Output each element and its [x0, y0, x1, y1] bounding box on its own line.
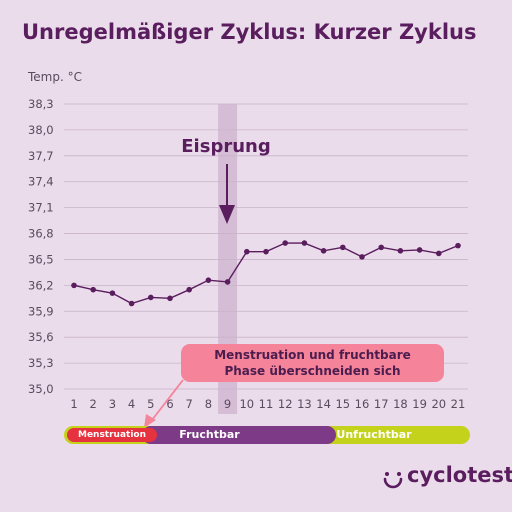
x-tick-label: 20 — [431, 397, 446, 411]
x-tick-label: 1 — [70, 397, 77, 411]
y-tick-label: 38,3 — [28, 97, 54, 111]
callout-pointer-shaft — [151, 379, 184, 421]
y-tick-label: 36,5 — [28, 252, 54, 266]
y-tick-label: 35,6 — [28, 330, 54, 344]
x-tick-label: 13 — [297, 397, 312, 411]
x-tick-label: 10 — [239, 397, 254, 411]
y-tick-label: 36,8 — [28, 227, 54, 241]
x-tick-label: 8 — [205, 397, 212, 411]
chart-title: Unregelmäßiger Zyklus: Kurzer Zyklus — [22, 20, 477, 44]
brand-name: cyclotest — [407, 463, 512, 487]
data-point — [186, 286, 192, 293]
data-point — [148, 294, 154, 301]
y-tick-label: 37,7 — [28, 149, 54, 163]
data-point — [378, 244, 385, 251]
x-tick-label: 18 — [393, 397, 408, 411]
x-tick-label: 9 — [224, 397, 231, 411]
data-point — [416, 247, 423, 253]
x-tick-label: 19 — [412, 397, 427, 411]
phase-bar: Unfruchtbar Fruchtbar Menstruation — [64, 426, 470, 444]
data-point — [128, 300, 135, 307]
y-tick-label: 36,2 — [28, 278, 54, 292]
x-tick-label: 15 — [335, 397, 350, 411]
overlap-callout: Menstruation und fruchtbare Phase übersc… — [181, 344, 444, 382]
x-tick-label: 14 — [316, 397, 331, 411]
data-point — [71, 282, 77, 289]
x-tick-label: 12 — [278, 397, 293, 411]
x-tick-label: 16 — [355, 397, 370, 411]
x-tick-label: 6 — [166, 397, 173, 411]
data-point — [436, 250, 442, 257]
x-tick-label: 2 — [90, 397, 97, 411]
brand-logo: cyclotest — [381, 463, 512, 489]
x-tick-labels: 1 2 3 4 5 6 7 8 9 10 11 12 13 14 15 16 17 18 19 20 21 — [70, 397, 465, 411]
y-tick-labels: 38,3 38,0 37,7 37,4 37,1 36,8 36,5 36,2 35,9 35,6… — [28, 97, 54, 396]
y-tick-label: 35,3 — [28, 356, 54, 370]
phase-fruchtbar: Fruchtbar — [142, 426, 336, 444]
data-point — [90, 286, 96, 293]
callout-pointer-head — [144, 414, 156, 428]
y-axis-label: Temp. °C — [28, 70, 82, 84]
data-point — [455, 242, 461, 249]
data-point — [397, 248, 404, 254]
data-point — [244, 248, 250, 255]
callout-text: Menstruation und fruchtbare Phase übersc… — [214, 348, 411, 378]
data-point — [205, 277, 212, 283]
data-point — [263, 248, 269, 255]
data-point — [340, 244, 346, 251]
phase-fruchtbar-label: Fruchtbar — [179, 428, 240, 441]
cyclotest-logo-icon — [383, 472, 403, 489]
ovulation-arrow-head — [219, 205, 235, 224]
phase-menstruation: Menstruation — [67, 428, 157, 442]
y-tick-label: 37,4 — [28, 175, 54, 189]
x-tick-label: 5 — [147, 397, 154, 411]
data-point — [167, 295, 173, 302]
data-point — [359, 254, 365, 260]
x-tick-label: 7 — [186, 397, 193, 411]
data-point — [320, 248, 327, 254]
phase-unfruchtbar-label: Unfruchtbar — [336, 428, 412, 441]
y-tick-label: 37,1 — [28, 201, 54, 215]
x-tick-label: 17 — [374, 397, 389, 411]
x-tick-label: 21 — [451, 397, 466, 411]
phase-menstruation-label: Menstruation — [77, 430, 147, 440]
ovulation-annotation: Eisprung — [181, 136, 270, 157]
data-point — [109, 290, 116, 296]
data-points — [71, 240, 461, 307]
grid-lines — [64, 103, 468, 390]
data-point — [301, 240, 308, 246]
x-tick-label: 4 — [128, 397, 135, 411]
data-point — [224, 279, 231, 285]
data-point — [282, 240, 289, 246]
y-tick-label: 35,0 — [28, 382, 54, 396]
x-tick-label: 3 — [109, 397, 116, 411]
y-tick-label: 38,0 — [28, 123, 54, 137]
x-tick-label: 11 — [259, 397, 274, 411]
y-tick-label: 35,9 — [28, 304, 54, 318]
